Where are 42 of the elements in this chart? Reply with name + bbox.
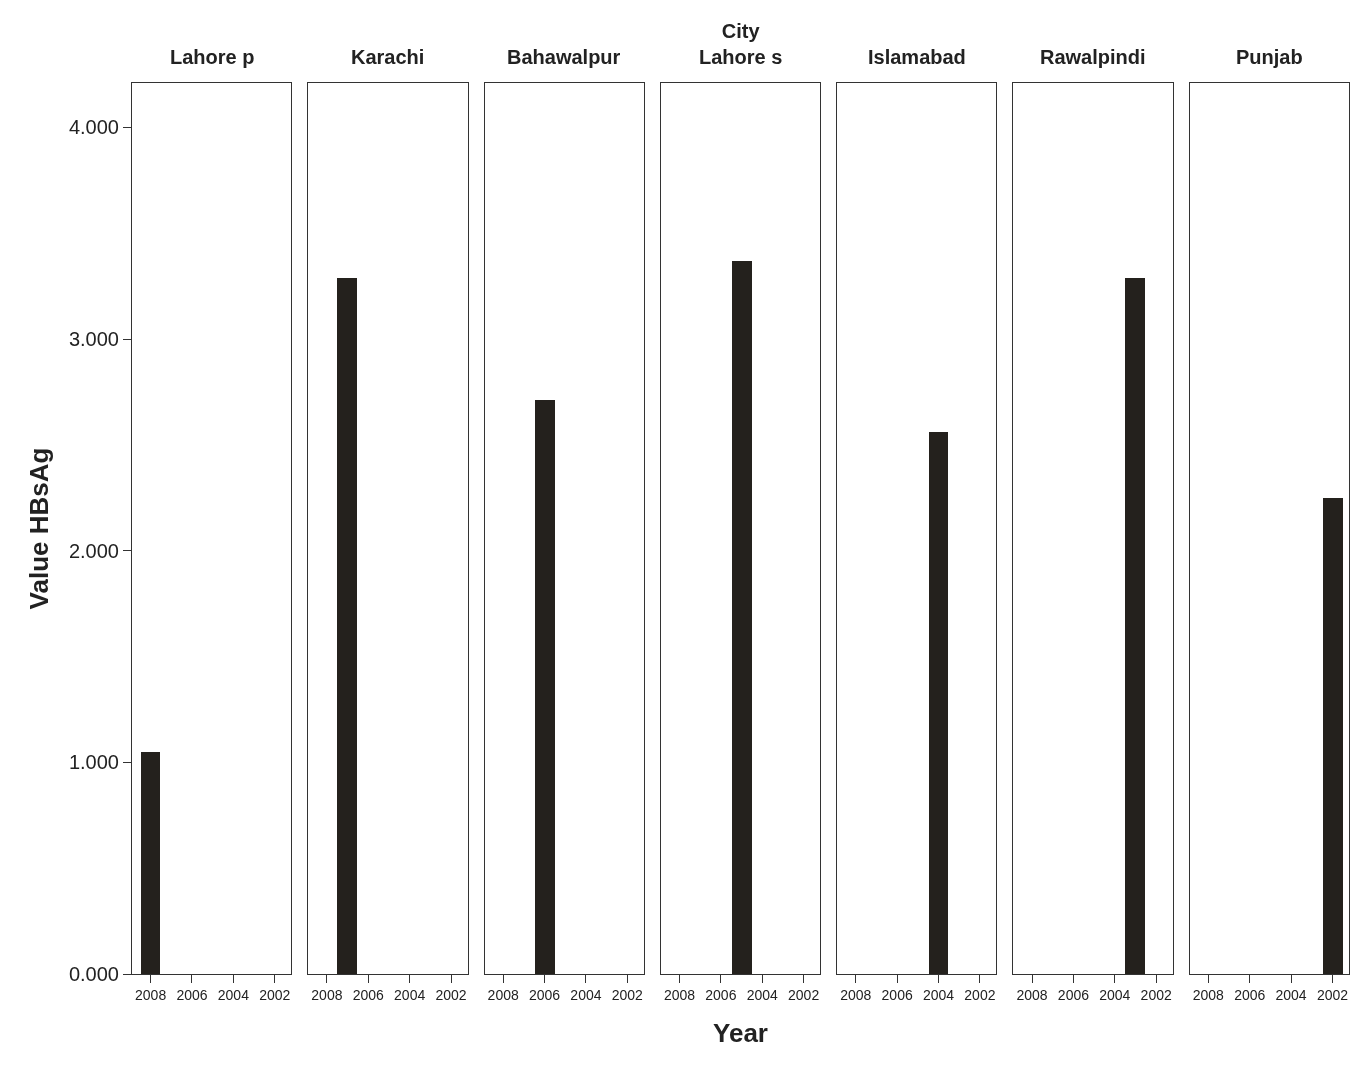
x-tick-label: 2008 [1016,986,1048,1003]
x-tick-label: 2004 [217,986,250,1003]
x-tick-label: 2002 [1140,986,1172,1003]
x-tick-label: 2006 [881,986,913,1003]
x-tick-label: 2006 [176,986,208,1003]
chart-title: Islamabad [868,46,966,68]
x-tick-label: 2002 [259,986,291,1003]
y-tick-label: 3.000 [68,328,119,351]
x-tick-label: 2006 [352,986,385,1003]
chart-title: Lahore p [170,46,255,68]
x-tick-label: 2002 [788,986,820,1003]
x-tick-label: 2004 [1275,986,1307,1003]
x-tick-label: 2004 [1099,986,1131,1003]
chart-title: Punjab [1236,46,1303,68]
x-tick-label: 2004 [922,986,955,1003]
x-tick-label: 2004 [394,986,426,1003]
x-tick-label: 2002 [435,986,467,1003]
x-tick-label: 2002 [1316,986,1349,1003]
x-tick-label: 2006 [1234,986,1266,1003]
x-tick-label: 2008 [840,986,872,1003]
x-tick-label: 2002 [964,986,996,1003]
chart-title: City Lahore s [699,20,783,68]
x-tick-label: 2008 [1192,986,1225,1003]
chart-title: Bahawalpur [507,46,621,68]
chart-title: Rawalpindi [1040,46,1146,68]
x-tick-label: 2006 [1057,986,1090,1003]
y-tick-label: 1.000 [68,751,119,774]
x-tick-label: 2006 [528,986,561,1003]
x-tick-label: 2008 [663,986,696,1003]
x-tick-label: 2008 [311,986,343,1003]
x-tick-label: 2004 [570,986,602,1003]
y-tick-label: 2.000 [68,539,119,562]
x-tick-label: 2008 [487,986,519,1003]
x-tick-label: 2008 [135,986,167,1003]
y-tick-label: 0.000 [68,963,119,985]
x-tick-label: 2002 [611,986,644,1003]
x-axis-title: Year [713,1018,768,1049]
y-axis-title: Value HBsAg [24,447,55,610]
x-tick-label: 2006 [705,986,737,1003]
y-tick-label: 4.000 [68,116,119,139]
chart-title: Karachi [351,46,425,68]
x-tick-label: 2004 [746,986,778,1003]
